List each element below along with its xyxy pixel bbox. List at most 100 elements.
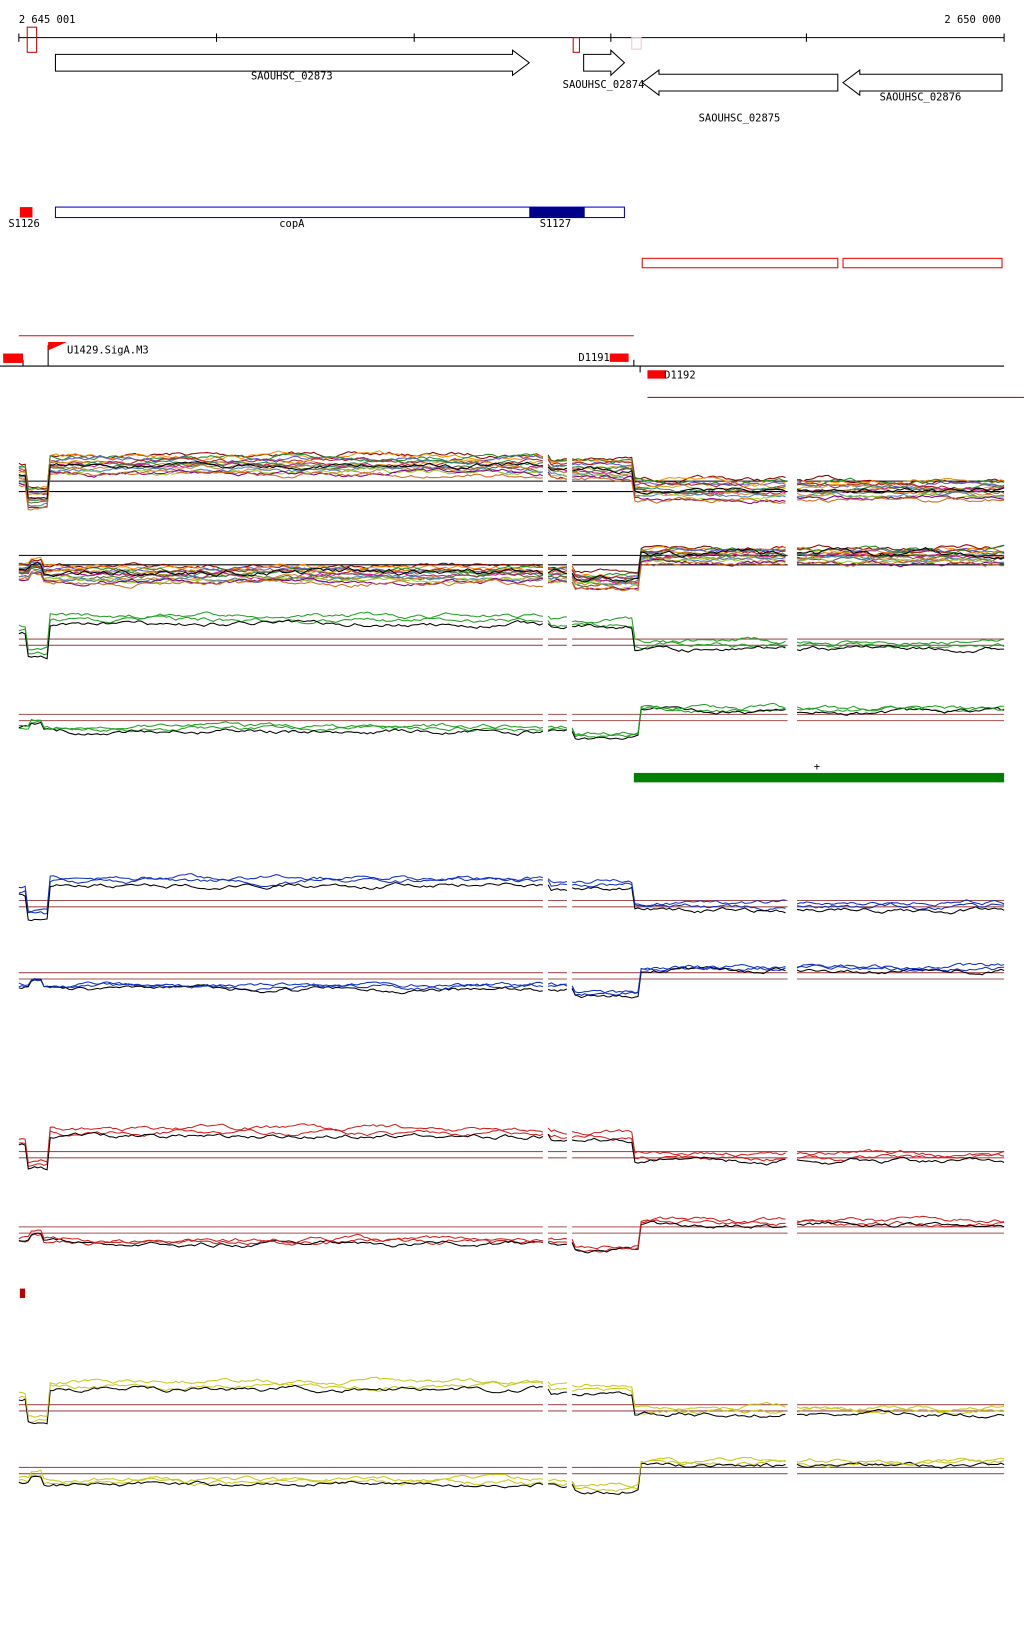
trace (547, 1482, 568, 1487)
trace (547, 1133, 568, 1139)
trace (547, 1242, 567, 1246)
trace (571, 1216, 786, 1250)
strand-label: + (814, 761, 820, 773)
trace (796, 555, 1005, 564)
trace (572, 622, 786, 649)
trace (18, 1128, 544, 1168)
trace (547, 1237, 567, 1241)
trace (796, 497, 1005, 503)
trace (571, 1387, 786, 1415)
trace (18, 876, 543, 915)
trace (796, 487, 1005, 494)
trace (571, 548, 786, 583)
expression-tracks (18, 450, 1005, 1495)
trace (796, 642, 1005, 649)
trace (796, 962, 1005, 970)
trace (796, 1215, 1005, 1223)
trace (572, 474, 786, 505)
trace (571, 1134, 786, 1162)
trace (18, 461, 543, 500)
trace (548, 575, 568, 578)
trace (796, 906, 1005, 915)
segment (529, 207, 585, 218)
trace (796, 899, 1005, 907)
trace (547, 725, 568, 729)
trace (547, 473, 568, 481)
trace (571, 458, 786, 487)
trace (572, 882, 786, 912)
trace (796, 707, 1005, 716)
trace (547, 1381, 567, 1387)
trace (571, 1220, 786, 1254)
segment-label: copA (279, 218, 305, 230)
trace (547, 880, 567, 887)
trace (796, 1148, 1005, 1159)
trace (547, 982, 568, 987)
trace (547, 1478, 568, 1483)
marker (26, 26, 38, 53)
promoter-label: D1191 (578, 352, 609, 364)
trace (571, 705, 786, 739)
segment (641, 257, 839, 269)
segment-label: S1126 (8, 218, 39, 230)
gene-label: SAOUHSC_02875 (699, 112, 781, 124)
trace (571, 886, 786, 914)
segment (842, 257, 1003, 269)
trace (571, 558, 786, 591)
segment (54, 206, 625, 219)
trace (571, 554, 786, 588)
trace (547, 1127, 568, 1135)
trace (796, 638, 1005, 646)
trace (547, 620, 567, 628)
trace (547, 1388, 567, 1396)
trace (571, 702, 786, 736)
trace (547, 466, 568, 471)
trace (571, 1457, 786, 1493)
trace (571, 1456, 786, 1488)
trace (796, 902, 1005, 911)
trace (18, 558, 544, 571)
trace (18, 718, 543, 731)
trace (547, 572, 567, 575)
trace (18, 978, 543, 995)
trace (571, 467, 786, 497)
promoter (647, 370, 666, 379)
trace (571, 553, 786, 584)
trace (548, 1240, 567, 1244)
gene-arrow (54, 49, 531, 77)
strand-bar (633, 772, 1005, 783)
trace (796, 967, 1005, 976)
promoter-flag (48, 342, 67, 351)
marker (631, 37, 642, 50)
trace (18, 467, 543, 509)
ruler-start: 2 645 001 (19, 14, 76, 26)
trace (548, 1483, 568, 1489)
trace (571, 966, 786, 999)
gene-track (54, 49, 1003, 97)
trace (571, 1129, 786, 1158)
trace (796, 559, 1005, 568)
gene-arrow (641, 69, 839, 97)
trace (18, 454, 544, 496)
trace (547, 729, 568, 732)
trace (547, 469, 568, 478)
gene-label: SAOUHSC_02876 (880, 91, 962, 103)
trace (18, 464, 544, 507)
trace (796, 964, 1005, 972)
marker (19, 1288, 26, 1298)
trace (18, 1475, 544, 1489)
trace (796, 1457, 1005, 1466)
gene-label: SAOUHSC_02874 (563, 79, 645, 91)
trace (18, 873, 543, 913)
trace (18, 1384, 543, 1425)
trace (18, 979, 544, 991)
gene-arrow (583, 49, 626, 77)
trace (18, 720, 543, 733)
trace (18, 881, 543, 922)
trace (18, 464, 543, 502)
trace (796, 1405, 1005, 1412)
promoter (3, 353, 24, 363)
trace (547, 456, 567, 462)
trace (571, 1462, 786, 1495)
